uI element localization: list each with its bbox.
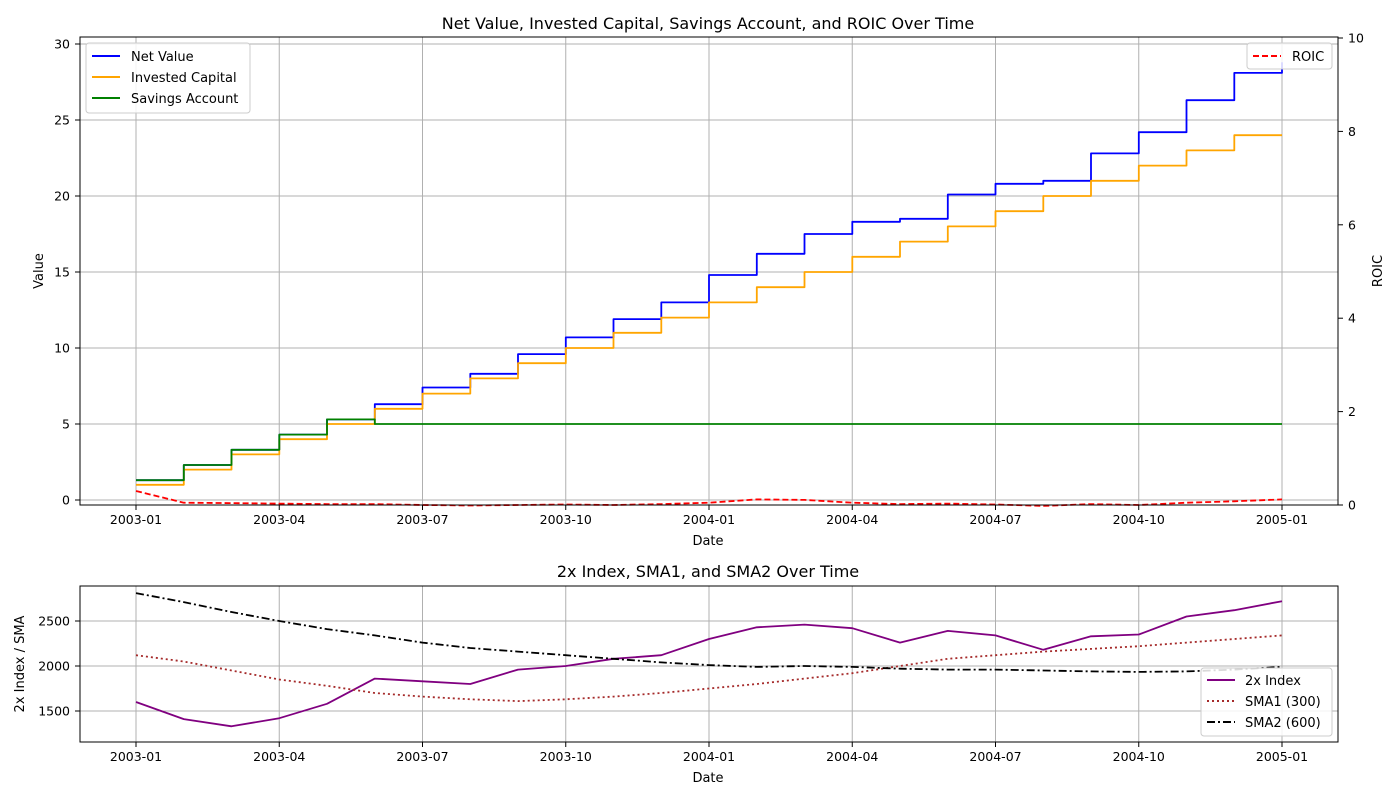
- top-ytick-left-label-1: 5: [62, 417, 70, 432]
- bottom-legend-box: [1200, 667, 1333, 737]
- bottom-xtick-label-5: 2004-04: [826, 749, 878, 764]
- top-xtick-label-0: 2003-01: [110, 512, 162, 527]
- top-ytick-left-label-2: 10: [54, 341, 70, 356]
- bottom-x-axis-label: Date: [692, 771, 723, 786]
- legend-label-2x-index: 2x Index: [1245, 674, 1301, 689]
- top-legend-left-box: [85, 42, 251, 114]
- top-xtick-label-6: 2004-07: [969, 512, 1021, 527]
- bottom-grid: [80, 586, 1338, 742]
- top-xtick-label-7: 2004-10: [1113, 512, 1165, 527]
- top-y-axis-label: Value: [32, 253, 47, 289]
- top-xtick-label-5: 2004-04: [826, 512, 878, 527]
- bottom-chart-title: 2x Index, SMA1, and SMA2 Over Time: [557, 562, 859, 581]
- bottom-ytick-label-2: 2500: [38, 614, 70, 629]
- bottom-ytick-label-0: 1500: [38, 704, 70, 719]
- top-ytick-right-label-5: 10: [1348, 31, 1364, 46]
- top-legend-left: Net Value Invested Capital Savings Accou…: [85, 42, 251, 114]
- bottom-ytick-label-1: 2000: [38, 659, 70, 674]
- top-chart-title: Net Value, Invested Capital, Savings Acc…: [442, 14, 974, 33]
- top-xtick-label-8: 2005-01: [1256, 512, 1308, 527]
- top-ytick-left-label-3: 15: [54, 265, 70, 280]
- top-ytick-left-label-6: 30: [54, 37, 70, 52]
- top-ytick-right-label-3: 6: [1348, 217, 1356, 232]
- bottom-chart: 2x Index, SMA1, and SMA2 Over Time 2003-…: [13, 562, 1339, 786]
- legend-label-roic: ROIC: [1292, 50, 1324, 65]
- legend-label-invested-capital: Invested Capital: [131, 71, 237, 86]
- legend-label-sma2: SMA2 (600): [1245, 716, 1321, 731]
- top-ytick-left-label-5: 25: [54, 113, 70, 128]
- top-xtick-label-4: 2004-01: [683, 512, 735, 527]
- bottom-x-ticks: 2003-01 2003-04 2003-07 2003-10 2004-01 2004-…: [110, 742, 1308, 764]
- bottom-xtick-label-4: 2004-01: [683, 749, 735, 764]
- top-y-ticks-left: 0 5 10 15 20 25 30: [54, 37, 80, 508]
- top-legend-right: ROIC: [1246, 42, 1333, 70]
- top-xtick-label-1: 2003-04: [253, 512, 305, 527]
- top-x-ticks: 2003-01 2003-04 2003-07 2003-10 2004-01 2004-…: [110, 505, 1308, 527]
- top-y2-axis-label: ROIC: [1371, 255, 1386, 287]
- legend-label-savings-account: Savings Account: [131, 92, 238, 107]
- top-xtick-label-3: 2003-10: [540, 512, 592, 527]
- legend-label-net-value: Net Value: [131, 50, 194, 65]
- top-legend-right-box: [1246, 42, 1333, 70]
- bottom-lines: [135, 592, 1283, 728]
- top-ytick-left-label-0: 0: [62, 493, 70, 508]
- bottom-xtick-label-3: 2003-10: [540, 749, 592, 764]
- top-lines: [135, 62, 1283, 507]
- top-x-axis-label: Date: [692, 534, 723, 549]
- series-line-2x-index: [135, 600, 1283, 728]
- bottom-xtick-label-6: 2004-07: [969, 749, 1021, 764]
- top-grid: [80, 37, 1338, 505]
- bottom-xtick-label-0: 2003-01: [110, 749, 162, 764]
- top-y-ticks-right: 0 2 4 6 8 10: [1338, 31, 1364, 513]
- bottom-xtick-label-8: 2005-01: [1256, 749, 1308, 764]
- top-ytick-right-label-2: 4: [1348, 311, 1356, 326]
- bottom-y-ticks: 1500 2000 2500: [38, 614, 80, 719]
- top-ytick-right-label-0: 0: [1348, 498, 1356, 513]
- top-xtick-label-2: 2003-07: [396, 512, 448, 527]
- top-ytick-left-label-4: 20: [54, 189, 70, 204]
- bottom-xtick-label-1: 2003-04: [253, 749, 305, 764]
- top-ytick-right-label-1: 2: [1348, 404, 1356, 419]
- bottom-xtick-label-7: 2004-10: [1113, 749, 1165, 764]
- series-line-sma1-300: [135, 634, 1283, 702]
- series-line-sma2-600: [135, 592, 1283, 673]
- legend-label-sma1: SMA1 (300): [1245, 695, 1321, 710]
- bottom-legend: 2x Index SMA1 (300) SMA2 (600): [1200, 667, 1333, 737]
- bottom-xtick-label-2: 2003-07: [396, 749, 448, 764]
- top-chart: Net Value, Invested Capital, Savings Acc…: [32, 14, 1386, 549]
- series-line-savings-account: [136, 418, 1282, 482]
- bottom-y-axis-label: 2x Index / SMA: [13, 615, 28, 712]
- series-line-roic: [135, 490, 1283, 507]
- top-ytick-right-label-4: 8: [1348, 124, 1356, 139]
